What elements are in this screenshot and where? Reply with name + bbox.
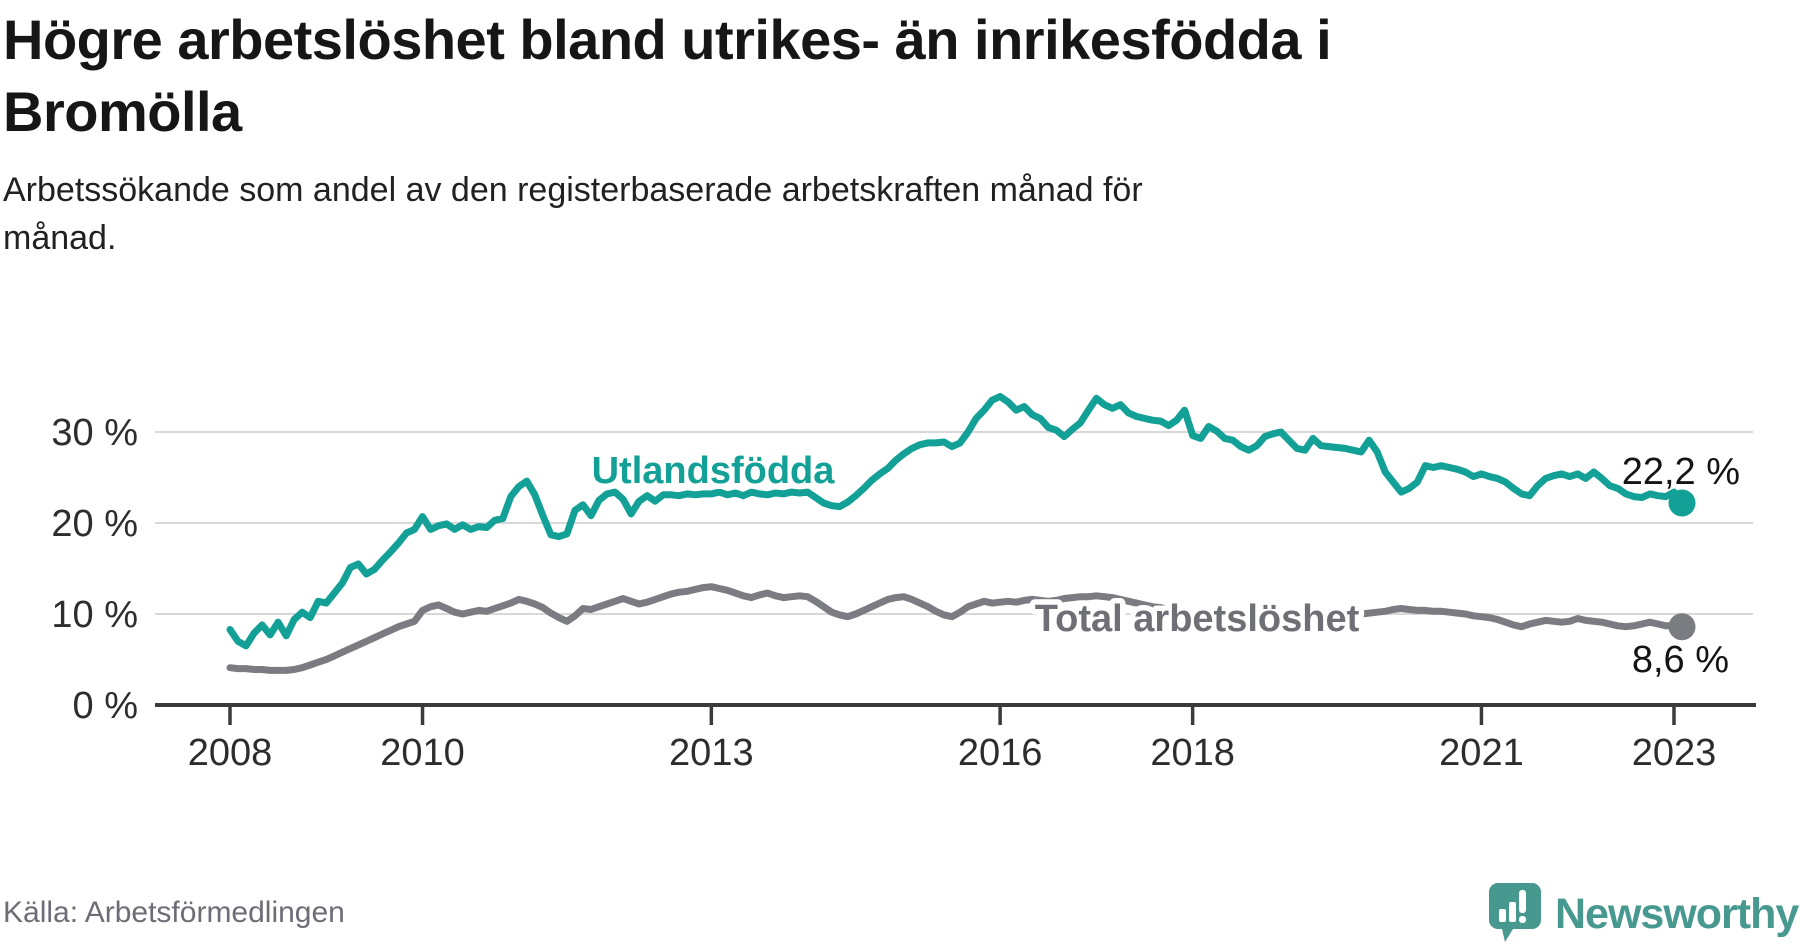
total-end-dot (1668, 613, 1696, 641)
x-tick-label-2008: 2008 (188, 732, 273, 774)
page-title-line1: Högre arbetslöshet bland utrikes- än inr… (3, 8, 1332, 71)
total-value-label: 8,6 % (1632, 639, 1729, 681)
page-title: Högre arbetslöshet bland utrikes- än inr… (3, 4, 1332, 147)
total-line (226, 583, 1686, 674)
logo-exclamation-bar (1519, 890, 1526, 913)
x-tick-label-2016: 2016 (958, 732, 1043, 774)
newsworthy-logo-text: Newsworthy (1555, 889, 1799, 938)
chart-subtitle: Arbetssökande som andel av den registerb… (3, 166, 1143, 263)
y-tick-label-30: 30 % (51, 412, 138, 454)
x-tick-label-2018: 2018 (1150, 732, 1235, 774)
page-title-line2: Bromölla (3, 79, 242, 143)
utlandsfodda-value-label: 22,2 % (1622, 451, 1740, 493)
total-series-label: Total arbetslöshet (1035, 598, 1360, 640)
utlandsfodda-line (226, 393, 1686, 650)
utlandsfodda-series-label: Utlandsfödda (592, 450, 836, 492)
logo-bar-tall (1509, 902, 1516, 922)
utlandsfodda-end-dot (1668, 489, 1696, 517)
x-tick-label-2023: 2023 (1632, 732, 1717, 774)
x-tick-label-2021: 2021 (1439, 732, 1524, 774)
logo-exclamation-dot (1519, 916, 1526, 923)
x-tick-label-2013: 2013 (669, 732, 754, 774)
y-tick-label-0: 0 % (73, 685, 138, 727)
chart-subtitle-line1: Arbetssökande som andel av den registerb… (3, 171, 1143, 209)
logo-bar-small (1499, 909, 1506, 922)
chart-subtitle-line2: månad. (3, 219, 117, 258)
newsworthy-logo-icon (1489, 883, 1541, 942)
x-tick-label-2010: 2010 (380, 732, 465, 774)
source-note: Källa: Arbetsförmedlingen (3, 896, 345, 929)
y-tick-label-20: 20 % (51, 503, 138, 545)
y-tick-label-10: 10 % (51, 594, 138, 636)
newsworthy-logo: Newsworthy (1488, 882, 1799, 946)
